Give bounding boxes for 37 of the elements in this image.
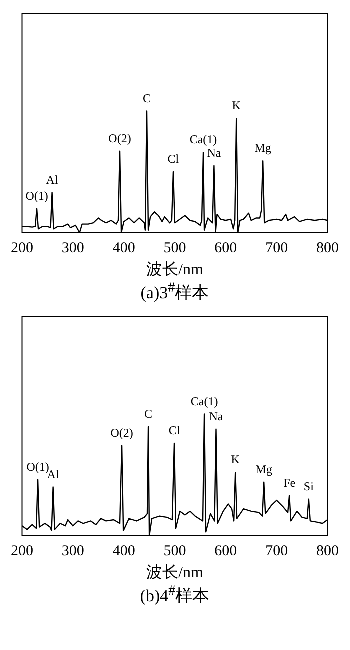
annotation: Ca(1): [190, 132, 218, 147]
annotation: K: [232, 98, 242, 113]
annotation: Mg: [256, 462, 272, 476]
annotation: Fe: [284, 476, 296, 490]
annotation: Ca(1): [190, 394, 218, 408]
annotation: Na: [207, 146, 222, 160]
annotation: O(1): [26, 460, 50, 474]
x-axis-title: 波长/nm: [146, 563, 204, 582]
annotation: C: [142, 91, 152, 106]
annotation: Al: [46, 172, 59, 187]
x-tick-label: 600: [214, 240, 238, 257]
annotation: Mg: [254, 141, 272, 156]
x-tick-label: 700: [266, 240, 288, 257]
x-tick-label: 400: [112, 543, 136, 560]
annotation: O(1): [26, 189, 48, 204]
annotation: K: [231, 452, 240, 466]
annotation: O(2): [110, 426, 134, 440]
annotation: O(2): [108, 132, 132, 146]
annotation: C: [144, 406, 153, 421]
text: (a)3$^{#}$样本: [140, 280, 210, 305]
x-tick-label: 700: [266, 543, 288, 560]
x-tick-label: 500: [164, 240, 186, 257]
x-tick-label: 600: [214, 543, 238, 560]
annotation: Cl: [168, 152, 180, 166]
x-tick-label: 200: [11, 240, 34, 257]
annotation: Na: [209, 409, 224, 424]
x-tick-label: 300: [62, 543, 84, 560]
x-tick-label: 500: [164, 543, 186, 560]
x-tick-label: 200: [11, 543, 34, 560]
annotation: Si: [304, 479, 315, 494]
text: (b)4$^{#}$样本: [139, 582, 211, 608]
x-tick-label: 800: [316, 543, 339, 560]
x-axis-title: 波长/nm: [146, 260, 204, 279]
x-tick-label: 400: [112, 240, 136, 257]
x-tick-label: 800: [316, 240, 339, 257]
annotation: Cl: [168, 423, 181, 438]
x-tick-label: 300: [62, 240, 84, 257]
